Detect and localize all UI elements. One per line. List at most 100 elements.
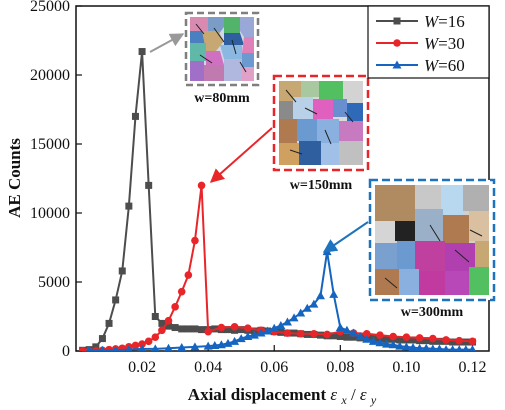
data-point (343, 333, 351, 341)
data-point (151, 344, 159, 351)
data-point (216, 340, 226, 349)
data-point (105, 319, 113, 327)
data-point (362, 334, 372, 343)
y-tick-label: 10000 (30, 205, 70, 222)
legend-label: W=16 (424, 12, 465, 31)
inset-w150-grain-image (279, 81, 363, 165)
legend: W=16 W=30 W=60 (367, 5, 490, 79)
data-point (125, 202, 133, 210)
data-point (368, 336, 378, 345)
y-tick-label: 25000 (30, 0, 70, 15)
data-point (131, 112, 139, 120)
inset-w150-caption: w=150mm (290, 178, 353, 193)
data-point (177, 287, 186, 296)
y-tick-label: 0 (62, 343, 70, 360)
data-point (309, 299, 319, 308)
data-point (296, 329, 305, 338)
data-point (329, 289, 339, 298)
data-point (409, 336, 417, 344)
data-point (282, 317, 292, 326)
data-point (184, 271, 193, 279)
data-point (355, 332, 365, 341)
data-point (310, 329, 318, 338)
series-layer (78, 48, 477, 351)
data-point (164, 316, 173, 325)
data-point (217, 323, 226, 332)
data-point (449, 345, 456, 351)
data-point (210, 340, 220, 349)
data-point (455, 336, 464, 345)
data-point (151, 313, 159, 320)
x-axis-title: Axial displacement ε x / ε y (188, 385, 377, 408)
data-point (224, 326, 232, 334)
inset-w300: w=300mm (368, 178, 496, 320)
arrow-w300 (322, 221, 369, 253)
data-point (429, 334, 437, 343)
data-point (164, 343, 173, 351)
data-point (302, 303, 312, 312)
data-point (449, 338, 457, 346)
data-point (263, 326, 273, 335)
data-point (362, 329, 371, 338)
data-point (244, 324, 252, 333)
data-point (165, 322, 173, 330)
data-point (408, 343, 418, 351)
data-point (342, 325, 352, 334)
data-point (395, 341, 405, 350)
data-point (145, 181, 153, 189)
data-point (415, 343, 424, 351)
y-tick-label: 15000 (30, 136, 70, 153)
data-point (315, 291, 325, 300)
data-point (198, 326, 206, 334)
data-point (349, 328, 359, 337)
data-point (204, 327, 212, 336)
data-point (422, 337, 430, 345)
data-point (335, 323, 345, 332)
data-point (435, 337, 443, 345)
data-point (171, 303, 179, 311)
data-point (158, 326, 166, 335)
data-point (396, 336, 404, 344)
inset-w150: w=150mm (272, 74, 370, 193)
data-point (138, 340, 146, 348)
y-tick-label: 20000 (30, 67, 70, 84)
x-axis-symbol-b: ε (360, 385, 367, 404)
data-point (442, 336, 450, 344)
data-point (375, 338, 385, 347)
data-point (376, 331, 384, 339)
x-tick-label: 0.06 (260, 359, 288, 376)
data-point (190, 342, 200, 351)
x-tick-label: 0.10 (392, 359, 420, 376)
data-point (125, 345, 133, 351)
data-point (289, 313, 299, 322)
data-point (389, 332, 397, 341)
data-point (92, 343, 100, 351)
data-point (230, 336, 240, 345)
data-point (401, 342, 411, 351)
data-point (99, 345, 106, 351)
data-point (415, 334, 424, 342)
arrow-w80 (149, 33, 185, 53)
data-point (468, 337, 477, 346)
inset-w80-frame (184, 11, 260, 87)
legend-marker (393, 39, 401, 47)
data-point (118, 267, 126, 275)
data-point (330, 332, 338, 340)
axis-ticks: 0 5000 10000 15000 20000 25000 0.02 0.04 0.06 0.0… (30, 0, 486, 376)
x-tick-label: 0.02 (128, 359, 156, 376)
data-point (191, 325, 199, 333)
data-point (151, 333, 160, 342)
data-point (171, 324, 179, 332)
y-axis-title: AE Counts (5, 138, 24, 218)
legend-item: W=60 (376, 56, 465, 75)
data-point (98, 335, 106, 343)
data-point (402, 333, 411, 342)
inset-w150-frame (272, 74, 370, 172)
x-axis-title-text: Axial displacement (188, 385, 327, 404)
data-point (177, 343, 187, 351)
data-point (455, 345, 463, 351)
data-point (131, 341, 140, 350)
inset-w80: w=80mm (184, 11, 260, 106)
data-point (223, 338, 233, 347)
